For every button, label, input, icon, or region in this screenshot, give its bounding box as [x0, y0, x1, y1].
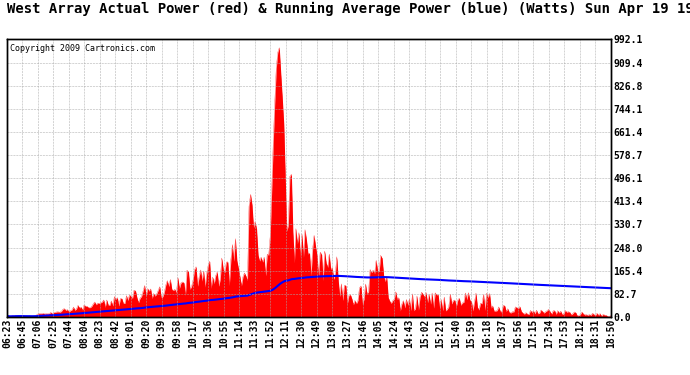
Text: West Array Actual Power (red) & Running Average Power (blue) (Watts) Sun Apr 19 : West Array Actual Power (red) & Running …	[7, 2, 690, 16]
Text: Copyright 2009 Cartronics.com: Copyright 2009 Cartronics.com	[10, 44, 155, 52]
